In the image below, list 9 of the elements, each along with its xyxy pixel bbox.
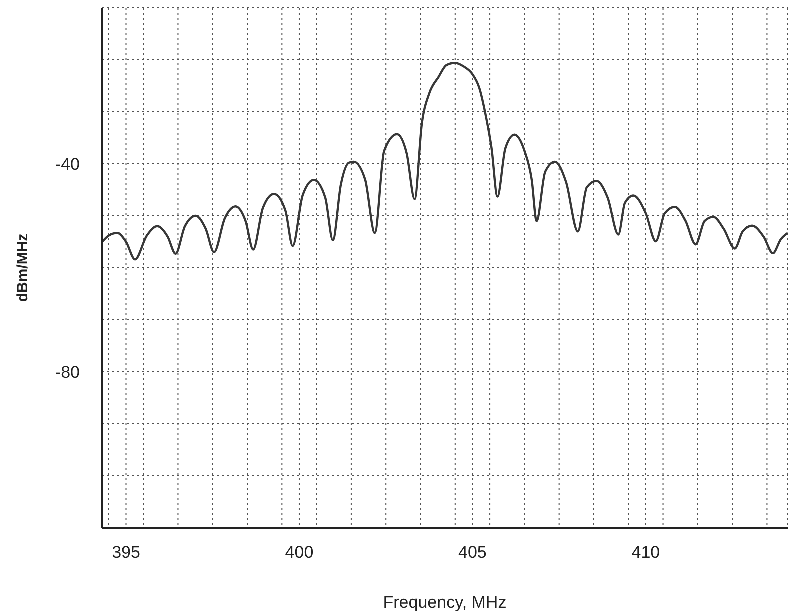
x-tick-label: 405 bbox=[458, 543, 487, 562]
x-tick-label: 400 bbox=[285, 543, 314, 562]
y-tick-label: -40 bbox=[55, 155, 80, 174]
x-tick-label: 410 bbox=[632, 543, 660, 562]
y-axis-title: dBm/MHz bbox=[14, 234, 32, 302]
y-tick-label: -80 bbox=[55, 363, 80, 382]
x-tick-label: 395 bbox=[112, 543, 140, 562]
x-axis-title: Frequency, MHz bbox=[383, 593, 507, 612]
line-series bbox=[102, 62, 788, 261]
